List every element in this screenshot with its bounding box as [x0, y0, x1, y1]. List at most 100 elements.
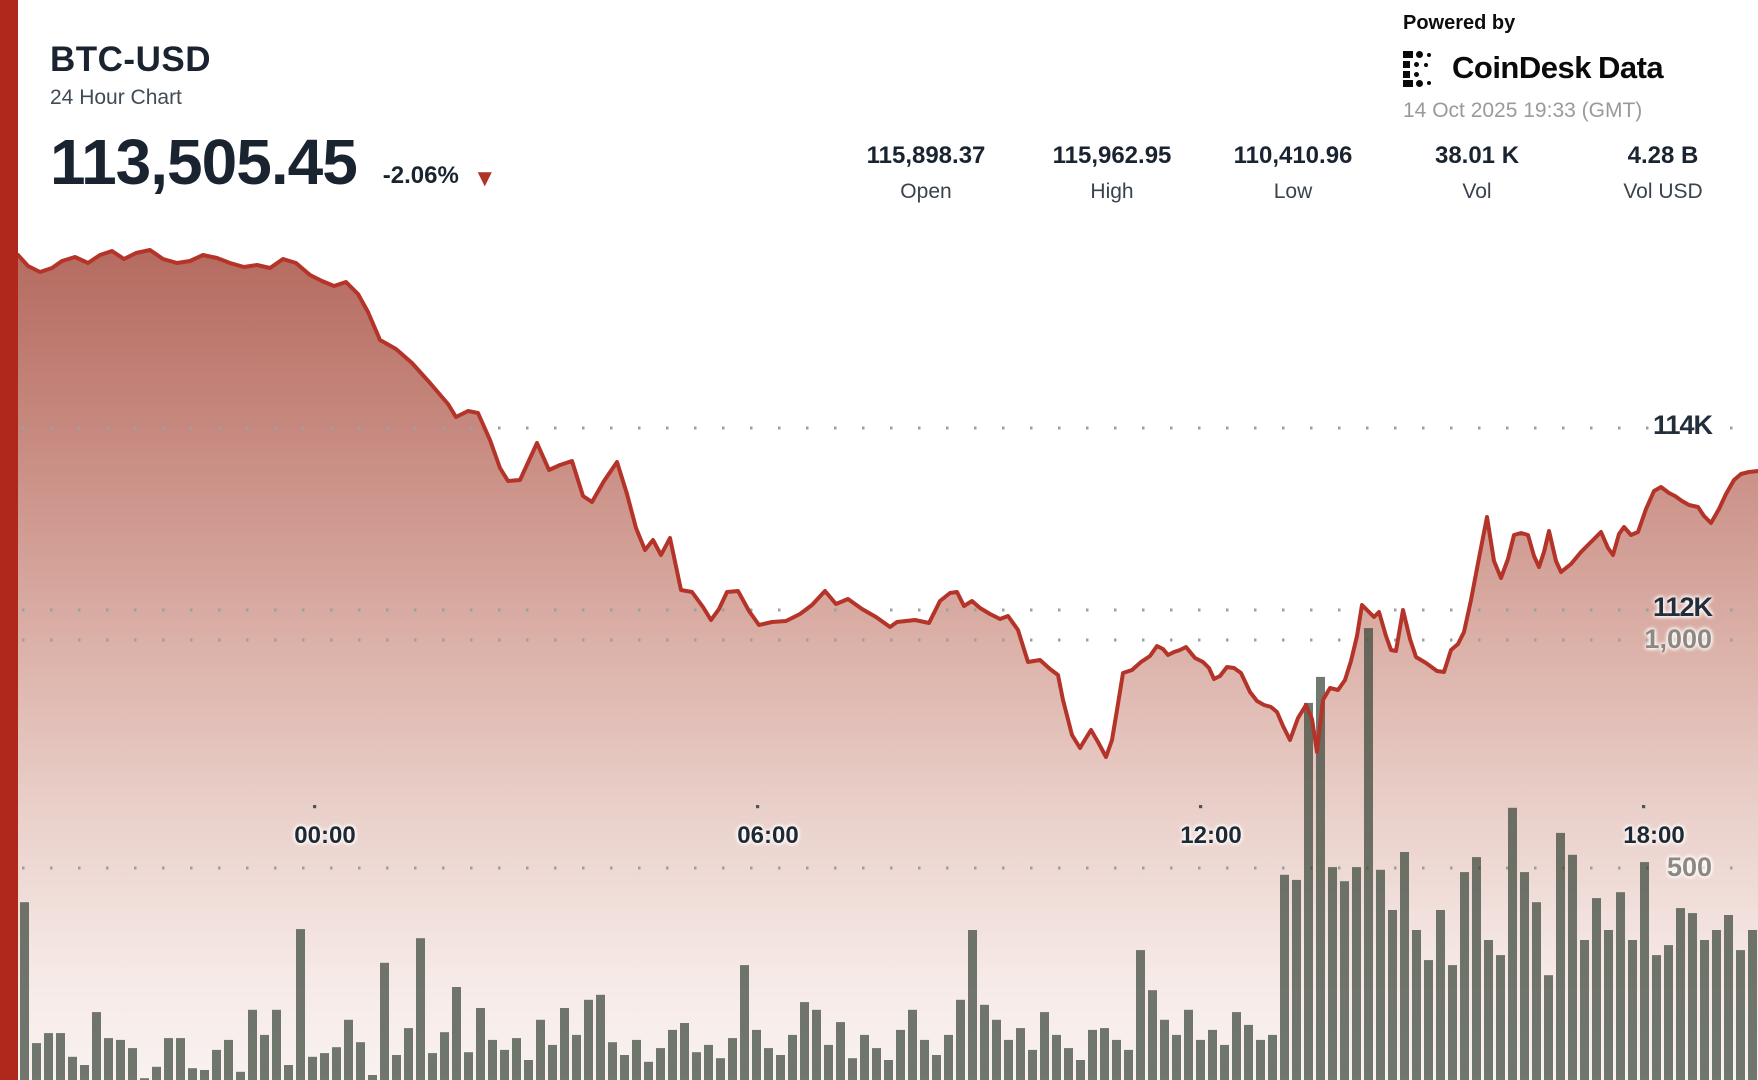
volume-bar — [1256, 1039, 1265, 1080]
volume-bar — [1508, 807, 1517, 1080]
stat-open-value: 115,898.37 — [866, 142, 986, 169]
volume-bar — [1400, 852, 1409, 1080]
volume-bar — [968, 930, 977, 1080]
volume-bar — [1136, 950, 1145, 1080]
volume-bar — [332, 1047, 341, 1080]
volume-bar — [1376, 869, 1385, 1080]
volume-bar — [1568, 854, 1577, 1080]
stat-vol-usd-label: Vol USD — [1623, 180, 1703, 203]
volume-bar — [272, 1009, 281, 1080]
volume-bar — [1292, 879, 1301, 1080]
volume-bar — [188, 1068, 197, 1080]
volume-bar — [476, 1008, 485, 1080]
volume-bar — [728, 1038, 737, 1080]
volume-bar — [896, 1029, 905, 1080]
volume-bar — [200, 1070, 209, 1080]
volume-bar — [368, 1075, 377, 1080]
volume-bar — [1268, 1034, 1277, 1080]
volume-bar — [164, 1038, 173, 1080]
volume-bar — [560, 1008, 569, 1080]
volume-bar — [1628, 940, 1637, 1080]
volume-bar — [380, 962, 389, 1080]
time-axis-label-0000: 00:00 — [294, 822, 356, 849]
price-change-percent: -2.06% — [382, 162, 459, 189]
volume-bar — [872, 1048, 881, 1080]
volume-bar — [1328, 867, 1337, 1080]
volume-bar — [680, 1023, 689, 1080]
volume-bar — [152, 1066, 161, 1080]
volume-bar — [1700, 940, 1709, 1080]
volume-bar — [1196, 1039, 1205, 1080]
volume-bar — [524, 1060, 533, 1080]
volume-bar — [1556, 832, 1565, 1080]
volume-bar — [1076, 1060, 1085, 1080]
stat-vol-label: Vol — [1462, 180, 1492, 203]
volume-bar — [920, 1039, 929, 1080]
logo-text-data: Data — [1597, 50, 1664, 85]
page-title: BTC-USD — [50, 40, 211, 79]
volume-bar — [128, 1048, 137, 1080]
volume-bar — [1064, 1048, 1073, 1080]
time-tick-dot — [756, 805, 760, 809]
volume-bar — [956, 999, 965, 1080]
coindesk-data-logo[interactable]: CoinDesk Data — [1403, 49, 1715, 87]
volume-bar — [1172, 1034, 1181, 1080]
volume-bar — [1652, 955, 1661, 1080]
volume-bar — [236, 1071, 245, 1080]
volume-bar — [140, 1078, 149, 1080]
stat-low-label: Low — [1273, 180, 1313, 203]
volume-bar — [1736, 950, 1745, 1080]
stat-vol: 38.01 K Vol — [1435, 142, 1519, 204]
stat-high-value: 115,962.95 — [1052, 142, 1172, 169]
volume-bar — [452, 987, 461, 1080]
volume-bar — [464, 1052, 473, 1080]
volume-bar — [1460, 872, 1469, 1080]
volume-bar — [1712, 930, 1721, 1080]
volume-bar — [44, 1033, 53, 1080]
volume-bar — [512, 1038, 521, 1080]
volume-bar — [1004, 1039, 1013, 1080]
volume-bar — [176, 1038, 185, 1080]
volume-bar — [104, 1038, 113, 1080]
volume-bar — [1184, 1009, 1193, 1080]
stat-high: 115,962.95 High — [1053, 142, 1172, 204]
volume-bar — [500, 1049, 509, 1080]
volume-bar — [1352, 867, 1361, 1080]
price-axis-label-112k: 112K — [1652, 592, 1713, 622]
volume-bar — [992, 1019, 1001, 1080]
volume-bar — [488, 1039, 497, 1080]
volume-bar — [1340, 881, 1349, 1080]
time-axis-label-1800: 18:00 — [1623, 822, 1685, 849]
volume-bar — [296, 929, 305, 1080]
volume-bar — [56, 1033, 65, 1080]
volume-bar — [608, 1042, 617, 1080]
logo-text-coindesk: CoinDesk — [1452, 50, 1591, 85]
volume-bar — [632, 1039, 641, 1080]
volume-bar — [1124, 1049, 1133, 1080]
volume-bar — [596, 994, 605, 1080]
stat-low: 110,410.96 Low — [1234, 142, 1353, 204]
volume-bar — [932, 1055, 941, 1080]
volume-bar — [812, 1009, 821, 1080]
volume-bar — [860, 1034, 869, 1080]
stat-open: 115,898.37 Open — [867, 142, 986, 204]
volume-bar — [260, 1034, 269, 1080]
volume-bar — [1640, 862, 1649, 1080]
volume-bar — [1160, 1019, 1169, 1080]
volume-bar — [548, 1044, 557, 1080]
volume-bar — [308, 1056, 317, 1080]
volume-bar — [1496, 955, 1505, 1080]
volume-bar — [1412, 930, 1421, 1080]
volume-bar — [1544, 975, 1553, 1080]
volume-bar — [848, 1058, 857, 1080]
volume-bar — [692, 1052, 701, 1080]
powered-by-label: Powered by — [1403, 12, 1516, 34]
volume-bar — [884, 1060, 893, 1080]
volume-bar — [68, 1056, 77, 1080]
volume-bar — [1304, 702, 1313, 1080]
volume-bar — [908, 1009, 917, 1080]
coindesk-logo-text: CoinDesk Data — [1452, 50, 1664, 86]
volume-bar — [1580, 940, 1589, 1080]
